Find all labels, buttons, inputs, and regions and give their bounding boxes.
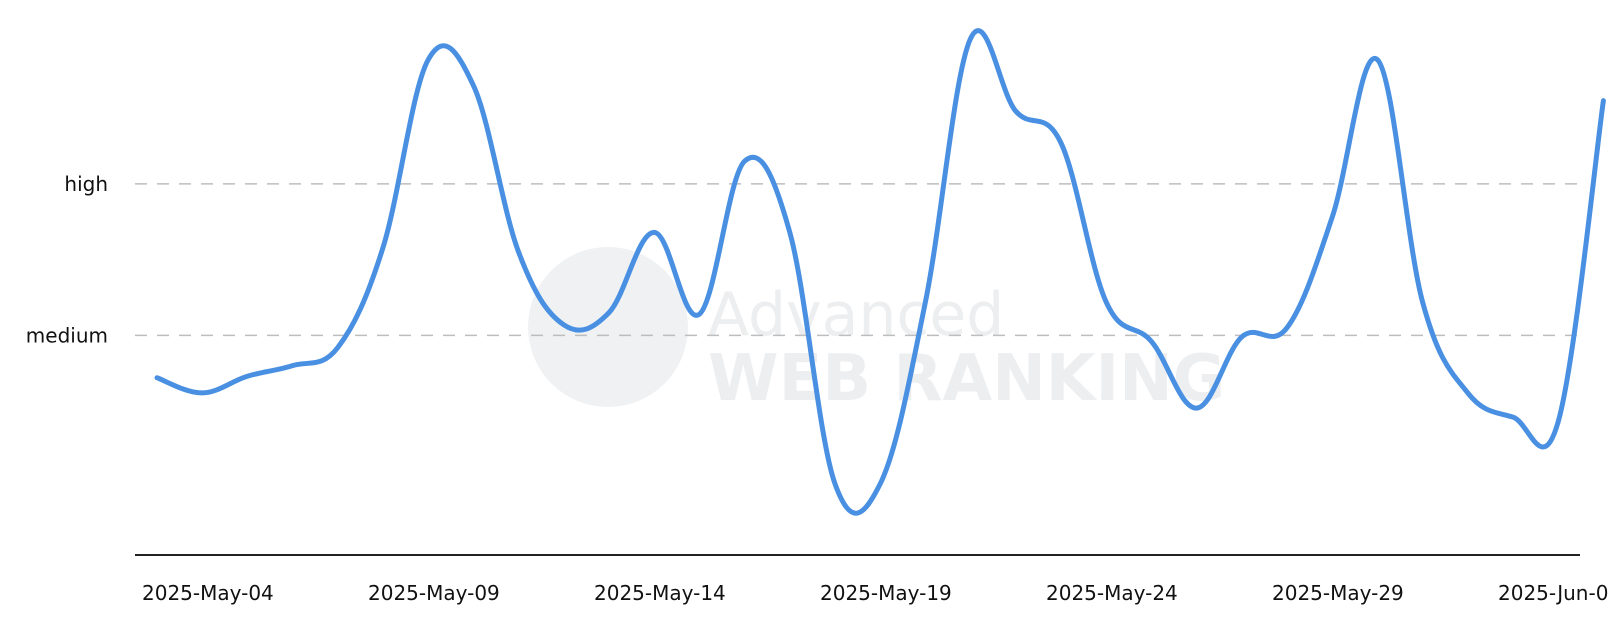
x-tick-label: 2025-May-09 bbox=[368, 581, 500, 605]
x-tick-label: 2025-May-04 bbox=[142, 581, 274, 605]
x-tick-label: 2025-May-19 bbox=[820, 581, 952, 605]
series-line bbox=[154, 28, 1606, 516]
watermark-globe-icon bbox=[528, 247, 688, 407]
watermark-line1: Advanced bbox=[708, 280, 1004, 350]
watermark: Advanced WEB RANKING bbox=[528, 247, 1225, 416]
watermark-line2: WEB RANKING bbox=[708, 342, 1225, 416]
x-tick-label: 2025-May-24 bbox=[1046, 581, 1178, 605]
x-axis-labels: 2025-May-04 2025-May-09 2025-May-14 2025-Ma… bbox=[142, 581, 1608, 605]
y-tick-label-medium: medium bbox=[26, 323, 108, 347]
x-tick-label: 2025-May-14 bbox=[594, 581, 726, 605]
y-tick-label-high: high bbox=[64, 172, 108, 196]
y-axis-labels: high medium bbox=[26, 172, 108, 347]
x-tick-label: 2025-May-29 bbox=[1272, 581, 1404, 605]
x-tick-label: 2025-Jun-0 bbox=[1498, 581, 1608, 605]
